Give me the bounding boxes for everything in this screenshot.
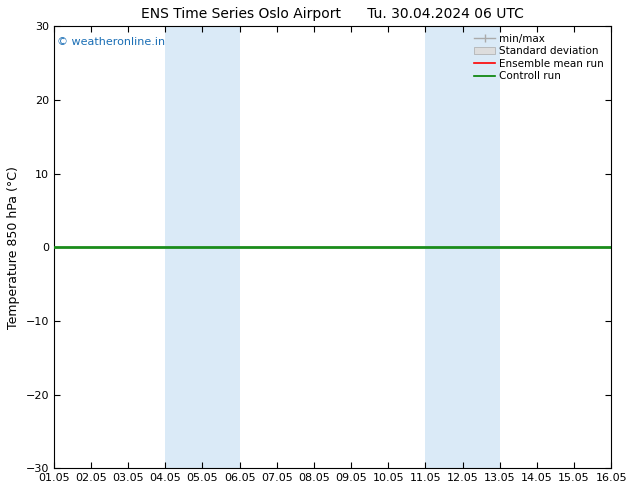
Bar xyxy=(165,26,240,468)
Bar xyxy=(425,26,500,468)
Text: © weatheronline.in: © weatheronline.in xyxy=(56,37,165,48)
Y-axis label: Temperature 850 hPa (°C): Temperature 850 hPa (°C) xyxy=(7,166,20,329)
Legend: min/max, Standard deviation, Ensemble mean run, Controll run: min/max, Standard deviation, Ensemble me… xyxy=(472,31,606,83)
Title: ENS Time Series Oslo Airport      Tu. 30.04.2024 06 UTC: ENS Time Series Oslo Airport Tu. 30.04.2… xyxy=(141,7,524,21)
